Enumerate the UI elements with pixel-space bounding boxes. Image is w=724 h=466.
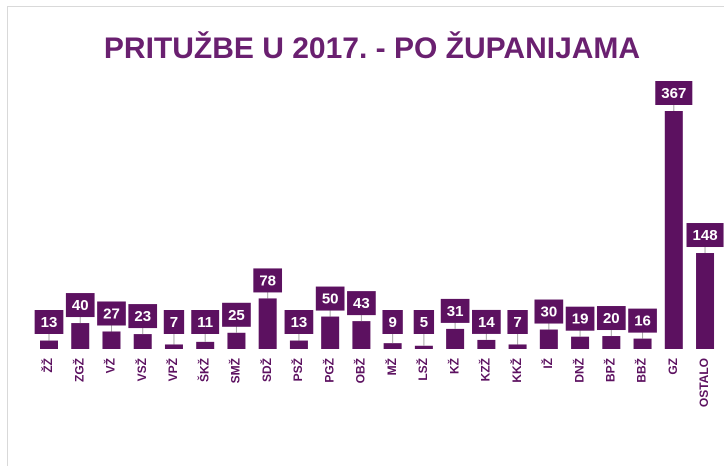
data-label: 16 bbox=[634, 313, 651, 330]
data-label-box bbox=[253, 268, 283, 293]
data-label: 43 bbox=[353, 295, 370, 312]
bar bbox=[696, 253, 715, 349]
data-label-box bbox=[472, 309, 501, 334]
data-label: 7 bbox=[170, 314, 178, 331]
x-tick-label: PGŽ bbox=[321, 358, 336, 383]
bar bbox=[633, 338, 652, 349]
x-tick-label: BPŽ bbox=[602, 358, 617, 382]
bar bbox=[414, 345, 433, 349]
data-label-box bbox=[440, 298, 470, 323]
data-label-box bbox=[65, 293, 95, 318]
chart-title: PRITUŽBE U 2017. - PO ŽUPANIJAMA bbox=[104, 31, 640, 65]
data-label: 9 bbox=[388, 314, 396, 331]
data-label: 148 bbox=[693, 227, 718, 244]
data-label: 13 bbox=[291, 314, 308, 331]
x-tick-label: VPŽ bbox=[165, 358, 180, 381]
bar bbox=[71, 323, 90, 349]
data-label-box bbox=[565, 306, 595, 331]
data-label: 5 bbox=[420, 314, 428, 331]
data-label: 78 bbox=[259, 272, 276, 289]
x-tick-label: LSŽ bbox=[415, 358, 430, 381]
data-label-box bbox=[128, 304, 158, 329]
data-label-box bbox=[382, 310, 403, 334]
bar bbox=[40, 340, 58, 349]
data-label-box bbox=[534, 299, 564, 324]
data-label: 13 bbox=[41, 314, 58, 331]
bar bbox=[446, 328, 465, 349]
x-tick-label: KKŽ bbox=[509, 358, 524, 383]
data-label-box bbox=[347, 291, 376, 316]
data-label: 367 bbox=[661, 85, 686, 102]
bar bbox=[227, 332, 246, 349]
data-label: 14 bbox=[478, 314, 495, 331]
x-tick-label: IŽ bbox=[540, 358, 555, 369]
data-label-box bbox=[163, 310, 185, 334]
data-label-box bbox=[34, 310, 64, 334]
data-label: 31 bbox=[447, 303, 464, 320]
x-tick-label: VŽ bbox=[103, 358, 118, 373]
bar bbox=[133, 334, 152, 349]
data-label-box bbox=[413, 310, 435, 334]
x-tick-label: KZŽ bbox=[478, 358, 493, 381]
data-label-box bbox=[596, 306, 626, 331]
bar bbox=[321, 316, 340, 349]
data-label: 20 bbox=[603, 310, 620, 327]
data-label: 11 bbox=[197, 314, 213, 331]
data-label: 40 bbox=[72, 297, 89, 314]
bar bbox=[477, 339, 496, 349]
x-tick-label: SDŽ bbox=[259, 358, 274, 382]
bar bbox=[571, 336, 590, 349]
bar bbox=[289, 340, 308, 349]
data-label-box bbox=[222, 302, 251, 327]
x-tick-label: KŽ bbox=[446, 358, 461, 374]
x-tick-label: DNŽ bbox=[571, 358, 586, 383]
x-tick-label: GZ bbox=[666, 358, 680, 375]
data-label: 50 bbox=[322, 291, 339, 308]
bar bbox=[164, 344, 183, 349]
bar bbox=[352, 321, 371, 349]
x-tick-label: OSTALO bbox=[697, 358, 711, 407]
bar bbox=[196, 341, 215, 349]
data-label-box bbox=[507, 310, 528, 334]
chart-frame bbox=[7, 6, 724, 466]
x-tick-label: MŽ bbox=[384, 358, 399, 375]
bar bbox=[664, 111, 683, 349]
data-label-box bbox=[315, 286, 345, 311]
x-tick-label: PSŽ bbox=[290, 358, 305, 381]
bar bbox=[602, 336, 621, 349]
data-label: 7 bbox=[513, 314, 521, 331]
data-label-box bbox=[97, 301, 126, 326]
data-label-box bbox=[628, 308, 657, 333]
bar bbox=[102, 331, 121, 349]
x-tick-label: BBŽ bbox=[634, 358, 649, 383]
bar bbox=[258, 298, 277, 349]
bar bbox=[383, 343, 402, 349]
x-tick-label: ŽŽ bbox=[40, 358, 55, 373]
x-tick-label: ŠKŽ bbox=[196, 358, 211, 382]
x-tick-label: ZGŽ bbox=[71, 358, 86, 382]
data-label-box bbox=[284, 310, 314, 334]
data-label-box bbox=[686, 223, 724, 248]
data-label-box bbox=[655, 81, 693, 105]
data-label: 30 bbox=[540, 304, 557, 321]
data-label: 27 bbox=[103, 305, 120, 322]
data-label: 23 bbox=[134, 308, 151, 325]
data-label: 19 bbox=[572, 311, 589, 328]
x-tick-label: OBŽ bbox=[353, 358, 368, 383]
x-tick-label: VSŽ bbox=[134, 358, 149, 381]
data-label-box bbox=[191, 310, 220, 334]
x-tick-label: SMŽ bbox=[228, 358, 243, 383]
bar bbox=[508, 344, 527, 349]
data-label: 25 bbox=[228, 307, 245, 324]
bar bbox=[539, 329, 558, 349]
